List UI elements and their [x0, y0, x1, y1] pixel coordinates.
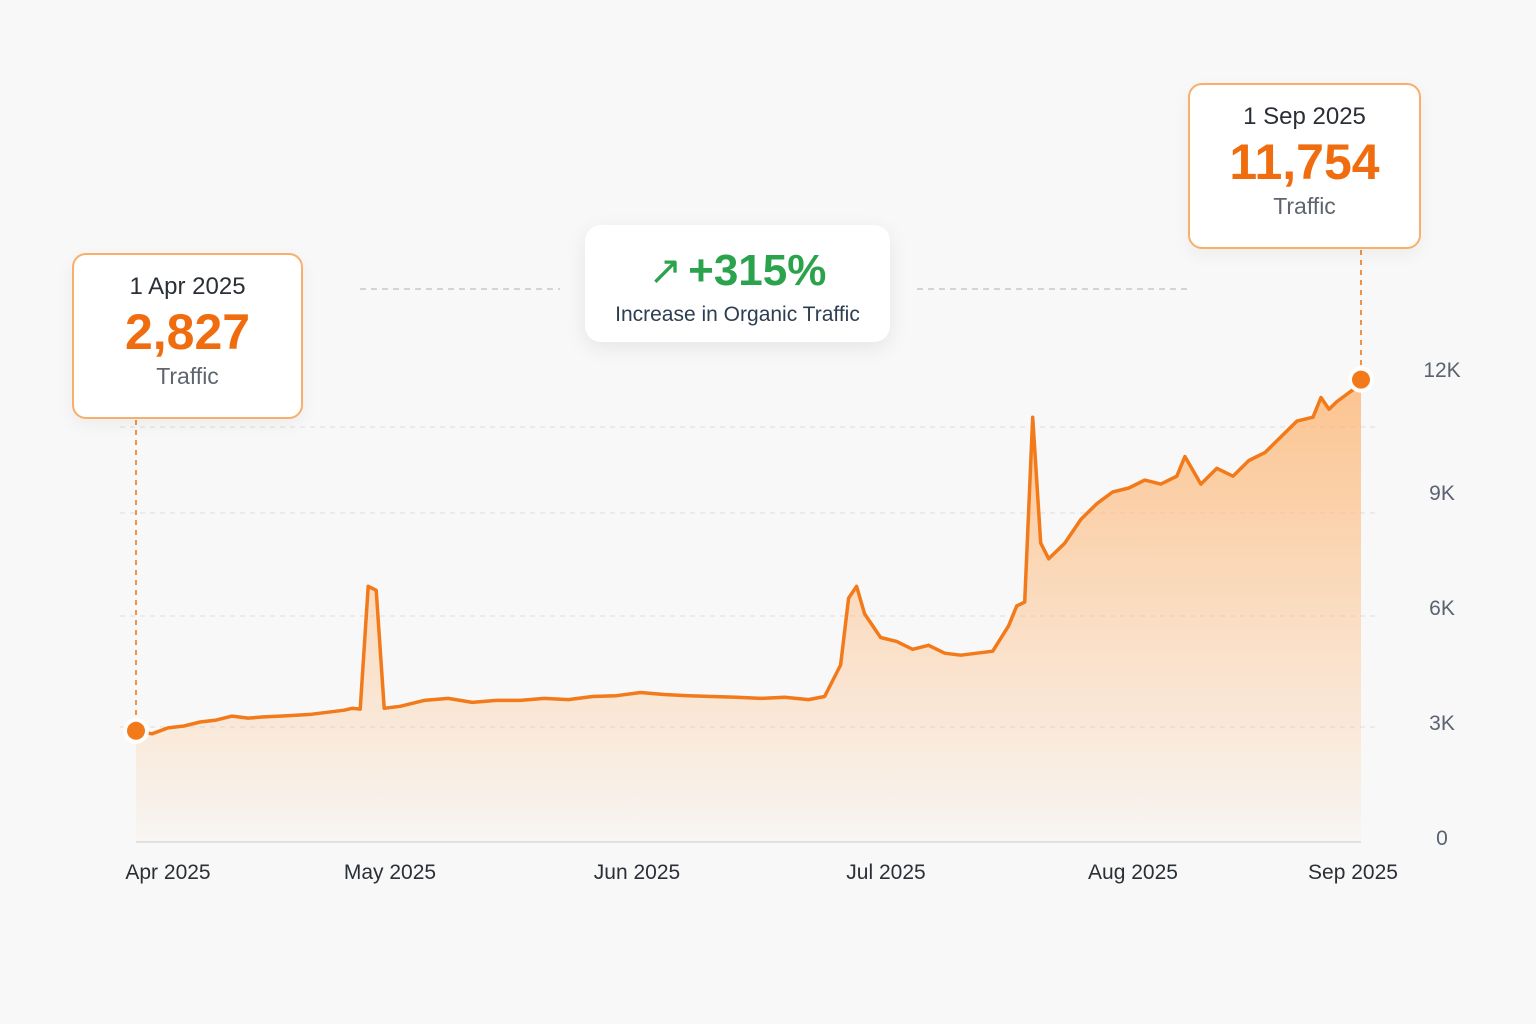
- end-date-label: 1 Sep 2025: [1243, 103, 1366, 130]
- end-traffic-callout: 1 Sep 2025 11,754 Traffic: [1188, 83, 1421, 249]
- traffic-series-line: [134, 377, 1363, 736]
- traffic-area-fill: [136, 379, 1361, 842]
- x-tick-label: Jun 2025: [594, 861, 680, 884]
- x-tick-label: Jul 2025: [846, 861, 925, 884]
- end-traffic-value: 11,754: [1229, 134, 1380, 190]
- y-axis-ticks: 0 3K 6K 9K 12K: [1423, 359, 1460, 850]
- start-traffic-callout: 1 Apr 2025 2,827 Traffic: [72, 253, 303, 419]
- x-tick-label: Aug 2025: [1088, 861, 1178, 884]
- start-point-marker: [127, 721, 145, 740]
- end-point-marker: [1352, 370, 1370, 389]
- y-tick-label: 12K: [1423, 359, 1460, 382]
- x-axis-ticks: Apr 2025 May 2025 Jun 2025 Jul 2025 Aug 2025…: [125, 861, 1398, 884]
- increase-label: Increase in Organic Traffic: [615, 303, 860, 326]
- end-traffic-label: Traffic: [1273, 193, 1336, 219]
- dashed-connectors: [135, 250, 1362, 730]
- start-traffic-label: Traffic: [156, 363, 219, 389]
- y-tick-label: 9K: [1429, 482, 1455, 505]
- trend-up-arrow-icon: ↗: [648, 249, 683, 293]
- start-traffic-value: 2,827: [124, 304, 251, 360]
- x-tick-label: Apr 2025: [125, 861, 210, 884]
- y-tick-label: 3K: [1429, 712, 1455, 735]
- x-tick-label: Sep 2025: [1308, 861, 1398, 884]
- start-date-label: 1 Apr 2025: [129, 273, 246, 300]
- x-tick-label: May 2025: [344, 861, 436, 884]
- traffic-increase-card: ↗ +315% Increase in Organic Traffic: [585, 225, 890, 342]
- y-tick-label: 6K: [1429, 597, 1455, 620]
- y-tick-label: 0: [1436, 827, 1448, 850]
- increase-percentage: +315%: [688, 246, 827, 295]
- endpoint-markers: [123, 366, 1374, 744]
